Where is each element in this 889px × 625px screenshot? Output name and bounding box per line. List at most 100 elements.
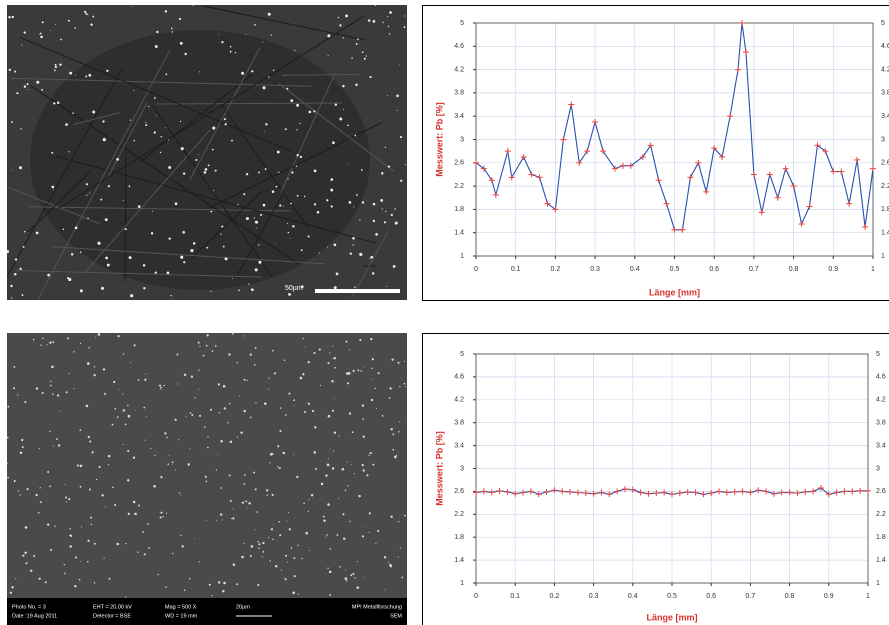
particle xyxy=(253,472,255,474)
particle xyxy=(6,463,7,464)
particle xyxy=(122,394,123,395)
particle xyxy=(267,495,268,496)
particle xyxy=(165,586,166,587)
particle xyxy=(357,561,358,562)
particle xyxy=(392,433,394,435)
particle xyxy=(134,344,136,346)
particle xyxy=(73,388,74,389)
particle xyxy=(329,571,332,574)
particle xyxy=(232,333,234,335)
particle xyxy=(241,72,244,75)
particle xyxy=(171,28,173,30)
particle xyxy=(153,485,156,488)
particle xyxy=(387,95,388,96)
particle xyxy=(112,487,114,489)
particle xyxy=(145,122,146,123)
particle xyxy=(363,469,365,471)
particle xyxy=(339,24,341,26)
particle xyxy=(86,183,88,185)
particle xyxy=(313,110,315,112)
particle xyxy=(304,196,305,197)
particle xyxy=(175,470,176,471)
particle xyxy=(57,101,60,104)
y2-tick-label: 4.6 xyxy=(881,43,889,50)
particle xyxy=(190,412,192,414)
particle xyxy=(143,407,145,409)
particle xyxy=(382,415,384,417)
particle xyxy=(13,387,15,389)
particle xyxy=(354,473,355,474)
particle xyxy=(230,51,232,53)
particle xyxy=(91,524,92,525)
particle xyxy=(286,88,288,90)
x-tick-label: 0.9 xyxy=(828,266,838,273)
particle xyxy=(79,579,81,581)
particle xyxy=(243,543,244,544)
particle xyxy=(33,555,35,557)
particle xyxy=(343,109,344,110)
particle xyxy=(300,156,302,158)
particle xyxy=(206,247,208,249)
particle xyxy=(41,89,43,91)
particle xyxy=(356,586,359,589)
y-tick-label: 2.2 xyxy=(454,183,464,190)
particle xyxy=(364,366,365,367)
particle xyxy=(329,594,331,596)
particle xyxy=(400,180,402,182)
particle xyxy=(362,535,364,537)
particle xyxy=(219,34,220,35)
particle xyxy=(327,247,328,248)
particle xyxy=(229,474,231,476)
particle xyxy=(270,560,271,561)
particle xyxy=(24,401,26,403)
info-bar xyxy=(7,598,407,625)
particle xyxy=(8,16,10,18)
particle xyxy=(271,528,273,530)
particle xyxy=(347,163,348,164)
particle xyxy=(49,431,50,432)
particle xyxy=(273,70,274,71)
y-axis-label: Messwert: Pb [%] xyxy=(434,431,444,506)
particle xyxy=(180,42,183,45)
particle xyxy=(330,449,331,450)
particle xyxy=(64,564,65,565)
particle xyxy=(97,242,100,245)
particle xyxy=(230,441,232,443)
particle xyxy=(133,90,134,91)
particle xyxy=(271,35,272,36)
x-axis-label: Länge [mm] xyxy=(646,612,697,622)
particle xyxy=(102,120,104,122)
particle xyxy=(243,193,245,195)
particle xyxy=(264,402,267,405)
particle xyxy=(296,104,299,107)
particle xyxy=(160,136,161,137)
particle xyxy=(345,570,346,571)
particle xyxy=(283,206,284,207)
particle xyxy=(69,528,70,529)
particle xyxy=(363,436,365,438)
particle xyxy=(185,416,186,417)
particle xyxy=(308,511,309,512)
particle xyxy=(216,520,217,521)
particle xyxy=(272,539,273,540)
info-text: Photo No. = 3 xyxy=(12,604,46,610)
particle xyxy=(168,166,171,169)
particle xyxy=(24,85,26,87)
particle xyxy=(212,149,214,151)
particle xyxy=(399,386,400,387)
particle xyxy=(163,385,164,386)
particle xyxy=(138,205,141,208)
particle xyxy=(339,435,340,436)
y-tick-label: 3 xyxy=(460,465,464,472)
particle xyxy=(207,436,208,437)
x-tick-label: 0.8 xyxy=(785,593,795,600)
info-text: Date :19 Aug 2011 xyxy=(12,613,57,619)
x-tick-label: 1 xyxy=(871,266,875,273)
x-tick-label: 0.4 xyxy=(630,266,640,273)
particle xyxy=(313,451,316,454)
particle xyxy=(382,22,383,23)
particle xyxy=(262,551,264,553)
particle xyxy=(183,261,185,263)
particle xyxy=(155,45,158,48)
particle xyxy=(14,71,16,73)
